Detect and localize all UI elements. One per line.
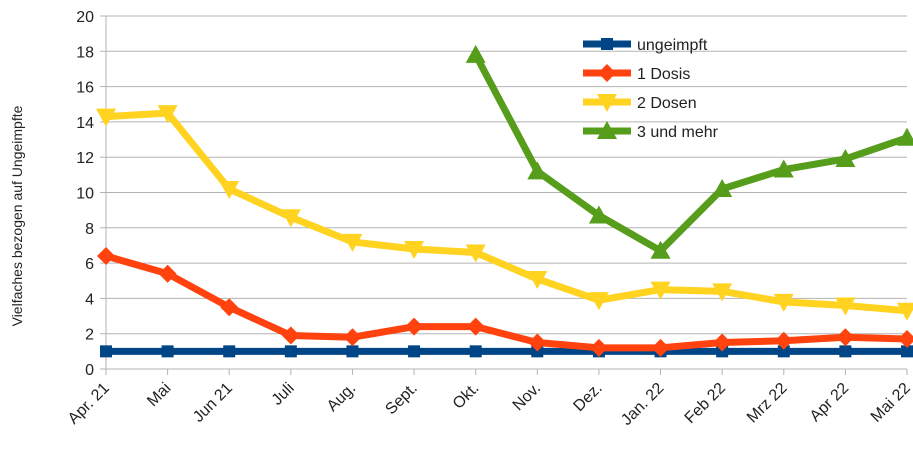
- x-tick-label: Juli: [269, 380, 298, 409]
- legend-item: ungeimpft: [583, 37, 708, 54]
- legend-swatch-marker: [597, 121, 617, 139]
- x-tick-label: Okt.: [450, 380, 483, 413]
- legend-swatch-marker: [598, 64, 616, 82]
- legend-label: 3 und mehr: [637, 124, 719, 141]
- data-point: [897, 302, 913, 321]
- data-point: [161, 345, 174, 358]
- legend-item: 2 Dosen: [583, 94, 697, 112]
- data-point: [284, 345, 297, 358]
- x-tick-label: Apr. 21: [65, 380, 113, 428]
- data-point: [588, 292, 609, 311]
- y-tick-label: 16: [76, 80, 94, 97]
- series-3-und-mehr: [465, 44, 913, 259]
- data-point: [466, 317, 485, 336]
- series-ungeimpft: [100, 345, 913, 358]
- x-tick-label: Aug.: [324, 380, 359, 415]
- y-tick-label: 10: [76, 186, 94, 203]
- data-point: [157, 105, 178, 124]
- data-point: [404, 240, 425, 259]
- data-point: [712, 178, 733, 197]
- x-tick-label: Feb 22: [682, 380, 729, 427]
- data-point: [281, 326, 300, 345]
- legend: ungeimpft 1 Dosis 2 Dosen 3 und mehr: [583, 37, 719, 141]
- data-point: [346, 345, 359, 358]
- legend-swatch-marker: [597, 94, 617, 112]
- grid-lines: [100, 15, 908, 375]
- data-point: [528, 333, 547, 352]
- data-point: [96, 108, 116, 127]
- x-tick-label: Dez.: [570, 380, 605, 415]
- y-tick-label: 12: [76, 150, 94, 167]
- series-lines: [96, 44, 913, 358]
- x-tick-label: Mai 22: [868, 380, 913, 426]
- y-tick-label: 2: [85, 327, 94, 344]
- data-point: [343, 328, 362, 347]
- data-point: [650, 240, 671, 259]
- data-point: [839, 345, 852, 358]
- series-1-dosis: [97, 247, 913, 357]
- data-point: [773, 293, 794, 312]
- x-axis-ticks: Apr. 21 Mai Jun 21 Juli Aug. Sept. Okt. Nov. Dez…: [65, 380, 913, 429]
- data-point: [835, 297, 856, 316]
- x-tick-label: Jan. 22: [618, 380, 667, 429]
- y-tick-label: 8: [85, 221, 94, 238]
- data-point: [527, 161, 548, 180]
- y-tick-label: 18: [76, 44, 94, 61]
- series-line: [102, 252, 911, 352]
- data-point: [220, 298, 239, 317]
- y-axis-ticks: 0 2 4 6 8 10 12 14 16 18 20: [76, 9, 94, 379]
- data-point: [835, 148, 856, 167]
- x-tick-label: Nov.: [510, 380, 544, 414]
- data-point: [219, 180, 240, 199]
- legend-label: ungeimpft: [637, 37, 708, 54]
- data-point: [588, 205, 609, 224]
- data-point: [97, 247, 115, 266]
- data-point: [405, 317, 424, 336]
- x-tick-label: Apr 22: [807, 380, 852, 425]
- data-point: [223, 345, 236, 358]
- x-tick-label: Mrz 22: [744, 380, 791, 427]
- x-tick-label: Jun 21: [190, 380, 236, 426]
- data-point: [712, 283, 733, 302]
- data-point: [836, 328, 855, 347]
- data-point: [901, 345, 913, 358]
- data-point: [465, 44, 486, 63]
- data-point: [158, 264, 177, 283]
- data-point: [342, 233, 363, 252]
- data-point: [589, 338, 608, 357]
- x-tick-label: Sept.: [382, 380, 420, 418]
- data-point: [100, 345, 112, 358]
- data-point: [651, 338, 670, 357]
- data-point: [527, 270, 548, 289]
- y-tick-label: 6: [85, 256, 94, 273]
- legend-item: 3 und mehr: [583, 121, 719, 141]
- series-line: [102, 109, 911, 315]
- data-point: [465, 244, 486, 263]
- data-point: [777, 345, 790, 358]
- legend-label: 1 Dosis: [637, 66, 690, 83]
- data-point: [469, 345, 482, 358]
- y-axis-label: Vielfaches bezogen auf Ungeimpfte: [9, 105, 25, 326]
- data-point: [774, 331, 793, 350]
- data-point: [773, 159, 794, 178]
- x-tick-label: Mai: [144, 380, 174, 410]
- y-tick-label: 4: [85, 291, 94, 308]
- y-tick-label: 0: [85, 362, 94, 379]
- legend-label: 2 Dosen: [637, 95, 697, 112]
- data-point: [408, 345, 421, 358]
- y-tick-label: 14: [76, 115, 94, 132]
- data-point: [650, 281, 671, 300]
- data-point: [898, 329, 913, 348]
- data-point: [897, 127, 913, 146]
- data-point: [280, 209, 301, 228]
- series-line: [472, 51, 911, 255]
- legend-item: 1 Dosis: [583, 64, 690, 83]
- series-2-dosen: [96, 105, 913, 321]
- y-tick-label: 20: [76, 9, 94, 26]
- data-point: [713, 333, 732, 352]
- legend-swatch-marker: [601, 38, 613, 50]
